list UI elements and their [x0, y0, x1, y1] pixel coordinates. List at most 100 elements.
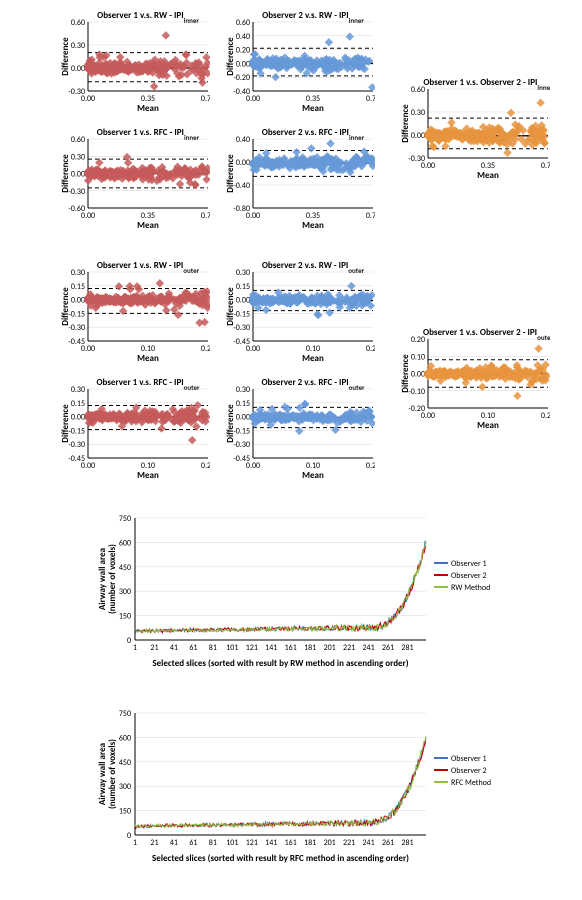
svg-text:0.15: 0.15: [71, 282, 85, 292]
svg-text:0.00: 0.00: [81, 461, 95, 471]
svg-text:Difference: Difference: [225, 37, 236, 76]
svg-text:Difference: Difference: [60, 154, 71, 193]
svg-text:RFC Method: RFC Method: [451, 778, 491, 788]
svg-text:Mean: Mean: [302, 103, 324, 113]
svg-text:0.00: 0.00: [81, 211, 95, 221]
svg-text:Difference: Difference: [225, 404, 236, 443]
bland-altman-panel: Observer 1 v.s. RW - IPIouter-0.45-0.30-…: [60, 258, 210, 363]
svg-text:261: 261: [382, 838, 394, 848]
svg-text:0.70: 0.70: [201, 94, 210, 104]
svg-text:RW Method: RW Method: [451, 583, 490, 593]
svg-text:1: 1: [133, 838, 137, 848]
svg-text:201: 201: [324, 643, 336, 653]
svg-text:Difference: Difference: [60, 37, 71, 76]
bland-altman-panel: Observer 2 v.s. RFC - IPIouter-0.45-0.30…: [225, 375, 375, 480]
svg-text:0.60: 0.60: [71, 135, 85, 145]
svg-text:0.00: 0.00: [236, 296, 250, 306]
svg-text:Mean: Mean: [477, 170, 499, 180]
bland-altman-panel: Observer 2 v.s. RW - IPIinner-0.40-0.200…: [225, 8, 375, 113]
svg-text:161: 161: [285, 838, 297, 848]
svg-text:0.15: 0.15: [71, 399, 85, 409]
svg-text:0.00: 0.00: [71, 170, 85, 180]
svg-text:0.00: 0.00: [421, 161, 435, 171]
svg-text:0.30: 0.30: [71, 152, 85, 162]
svg-text:0.10: 0.10: [411, 352, 425, 362]
svg-text:Mean: Mean: [137, 220, 159, 230]
svg-text:81: 81: [209, 838, 217, 848]
svg-text:Selected slices (sorted with r: Selected slices (sorted with result by R…: [152, 853, 409, 864]
svg-text:0.60: 0.60: [71, 18, 85, 28]
bland-altman-panel: Observer 1 v.s. Observer 2 - IPIouter-0.…: [400, 325, 550, 430]
svg-text:Observer 1 v.s. Observer 2 - I: Observer 1 v.s. Observer 2 - IPIinner: [423, 77, 550, 92]
svg-text:0.00: 0.00: [236, 59, 250, 69]
svg-text:201: 201: [324, 838, 336, 848]
svg-text:121: 121: [246, 838, 258, 848]
svg-text:0.20: 0.20: [201, 344, 210, 354]
svg-text:Difference: Difference: [225, 154, 236, 193]
svg-text:0.30: 0.30: [71, 268, 85, 278]
svg-text:Observer 1: Observer 1: [451, 559, 487, 569]
svg-text:161: 161: [285, 643, 297, 653]
svg-text:0.00: 0.00: [81, 344, 95, 354]
svg-text:0.00: 0.00: [411, 131, 425, 141]
svg-text:Difference: Difference: [60, 404, 71, 443]
svg-text:0.60: 0.60: [236, 18, 250, 28]
figure-root: Observer 1 v.s. RW - IPIinner-0.300.000.…: [0, 0, 582, 900]
svg-text:Difference: Difference: [60, 287, 71, 326]
svg-text:Difference: Difference: [400, 354, 411, 393]
svg-text:Observer 1 v.s. RW - IPIinner: Observer 1 v.s. RW - IPIinner: [97, 10, 199, 25]
svg-text:Observer 2 v.s. RW - IPIouter: Observer 2 v.s. RW - IPIouter: [262, 260, 365, 275]
bland-altman-panel: Observer 2 v.s. RW - IPIouter-0.45-0.30-…: [225, 258, 375, 363]
svg-text:181: 181: [304, 643, 316, 653]
svg-text:(number of voxels): (number of voxels): [107, 544, 118, 614]
svg-text:450: 450: [119, 758, 131, 768]
bland-altman-panel: Observer 1 v.s. RW - IPIinner-0.300.000.…: [60, 8, 210, 113]
svg-text:0.40: 0.40: [236, 32, 250, 42]
svg-text:21: 21: [150, 838, 158, 848]
svg-text:0.00: 0.00: [71, 296, 85, 306]
svg-text:0.00: 0.00: [246, 461, 260, 471]
svg-text:150: 150: [119, 807, 131, 817]
svg-text:Observer 2 v.s. RFC - IPIouter: Observer 2 v.s. RFC - IPIouter: [261, 377, 365, 392]
svg-text:Mean: Mean: [302, 220, 324, 230]
svg-text:Observer 1 v.s. RFC - IPIinner: Observer 1 v.s. RFC - IPIinner: [97, 127, 200, 142]
svg-text:Mean: Mean: [302, 353, 324, 363]
svg-text:450: 450: [119, 563, 131, 573]
svg-text:300: 300: [119, 782, 131, 792]
svg-text:0: 0: [127, 831, 131, 841]
svg-text:0: 0: [127, 636, 131, 646]
svg-text:281: 281: [401, 643, 413, 653]
line-plot: 0150300450600750121416181101121141161181…: [95, 705, 520, 865]
svg-text:0.20: 0.20: [366, 344, 375, 354]
svg-text:0.15: 0.15: [236, 399, 250, 409]
bland-altman-panel: Observer 1 v.s. RFC - IPIouter-0.45-0.30…: [60, 375, 210, 480]
svg-text:Observer 1 v.s. Observer 2 - I: Observer 1 v.s. Observer 2 - IPIouter: [423, 327, 550, 342]
svg-text:0.00: 0.00: [421, 411, 435, 421]
svg-text:0.20: 0.20: [201, 461, 210, 471]
svg-text:Mean: Mean: [302, 470, 324, 480]
svg-text:Observer 2 v.s. RFC - IPIinner: Observer 2 v.s. RFC - IPIinner: [262, 127, 365, 142]
svg-text:101: 101: [226, 838, 238, 848]
svg-text:0.00: 0.00: [246, 94, 260, 104]
svg-text:0.30: 0.30: [411, 108, 425, 118]
bland-altman-panel: Observer 1 v.s. RFC - IPIinner-0.60-0.30…: [60, 125, 210, 230]
svg-text:241: 241: [362, 838, 374, 848]
svg-text:Mean: Mean: [137, 103, 159, 113]
svg-text:0.30: 0.30: [71, 41, 85, 51]
line-plot: 0150300450600750121416181101121141161181…: [95, 510, 520, 670]
svg-text:600: 600: [119, 538, 131, 548]
svg-text:281: 281: [401, 838, 413, 848]
svg-text:0.70: 0.70: [541, 161, 550, 171]
svg-text:0.40: 0.40: [236, 135, 250, 145]
svg-text:750: 750: [119, 514, 131, 524]
svg-text:Selected slices (sorted with r: Selected slices (sorted with result by R…: [152, 658, 408, 669]
svg-text:Mean: Mean: [477, 420, 499, 430]
svg-text:0.20: 0.20: [541, 411, 550, 421]
svg-text:141: 141: [265, 643, 277, 653]
svg-text:Observer 1 v.s. RW - IPIouter: Observer 1 v.s. RW - IPIouter: [97, 260, 200, 275]
svg-text:Mean: Mean: [137, 470, 159, 480]
svg-text:Observer 2: Observer 2: [451, 766, 487, 776]
svg-text:121: 121: [246, 643, 258, 653]
svg-text:0.00: 0.00: [411, 370, 425, 380]
svg-text:221: 221: [343, 643, 355, 653]
